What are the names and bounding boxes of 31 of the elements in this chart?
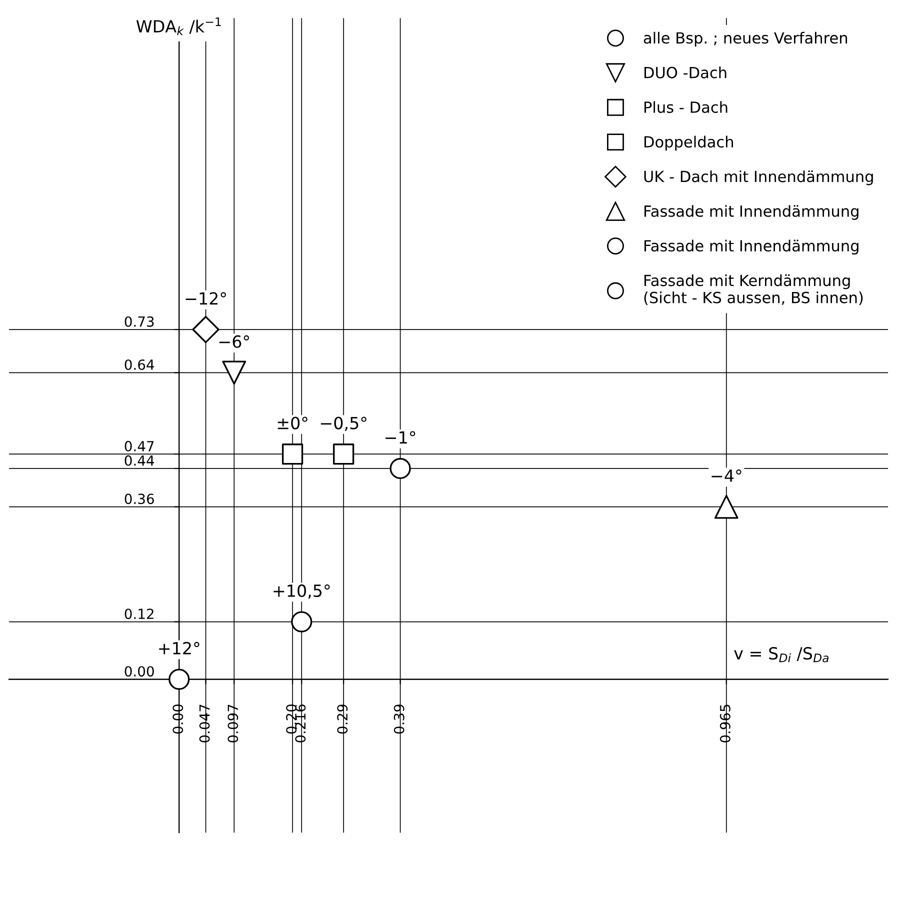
legend-label: alle Bsp. ; neues Verfahren — [644, 32, 848, 47]
y-tick-label: 0.00 — [124, 666, 154, 677]
y-tick-label: 0.64 — [124, 359, 154, 370]
legend-label: Fassade mit Innendämmung — [644, 240, 858, 255]
y-tick-label: 0.44 — [124, 455, 154, 466]
x-tick-label: 0.39 — [394, 704, 404, 734]
y-tick-label: 0.12 — [124, 608, 154, 620]
annotation: +10,5° — [274, 584, 330, 599]
x-tick-label: 0.29 — [337, 704, 348, 734]
legend-label: Fassade mit Kerndämmung (Sicht - KS aussen, BS innen) — [644, 274, 863, 306]
y-tick-label: 0.47 — [124, 440, 154, 452]
legend-label: Plus - Dach — [644, 101, 728, 113]
legend-label: Doppeldach — [644, 136, 733, 151]
x-tick-label: 0.097 — [228, 704, 238, 742]
annotation: −0,5° — [320, 416, 366, 432]
y-axis-title: WDA$_{k}$ /k$^{−1}$ — [136, 17, 221, 36]
annotation: −1° — [386, 431, 416, 444]
x-tick-label: 0.047 — [199, 704, 210, 742]
annotation: −6° — [219, 335, 249, 348]
annotation: +12° — [159, 642, 200, 654]
x-axis-title: v = S$_{Di}$ /S$_{Da}$ — [734, 647, 828, 662]
y-tick-label: 0.73 — [124, 316, 154, 327]
x-tick-label: 0.965 — [720, 704, 730, 742]
annotation: −12° — [186, 292, 226, 305]
legend-label: DUO -Dach — [644, 66, 726, 78]
annotation: ±0° — [278, 416, 308, 430]
legend-label: UK - Dach mit Innendämmung — [644, 170, 873, 186]
x-tick-label: 0.00 — [172, 704, 184, 734]
legend-label: Fassade mit Innendämmung — [644, 205, 858, 220]
y-tick-label: 0.36 — [124, 494, 154, 504]
annotation: −4° — [712, 469, 742, 482]
